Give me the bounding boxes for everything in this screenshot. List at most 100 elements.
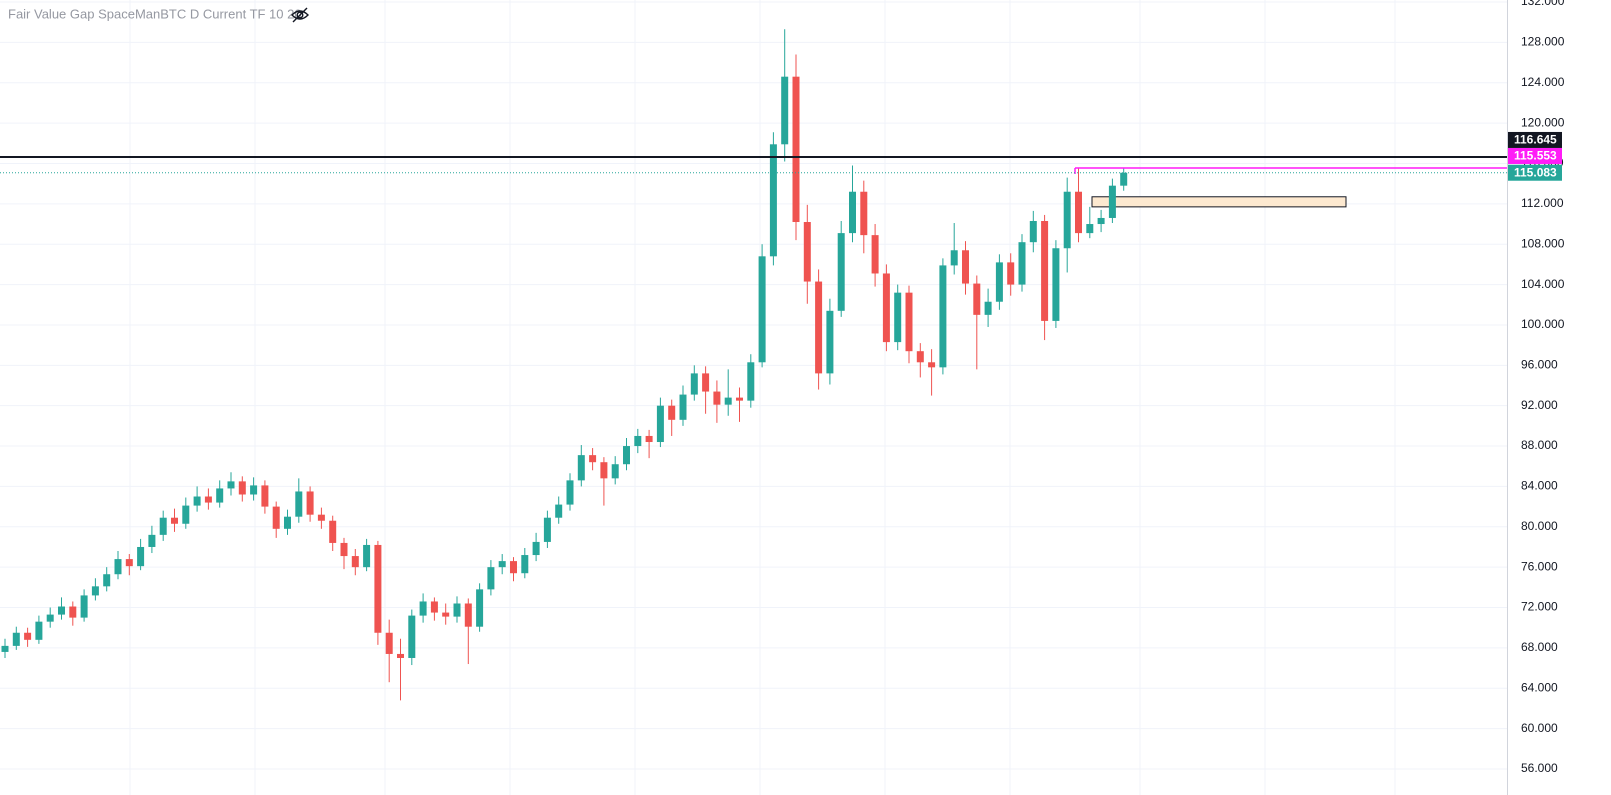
candle-body	[159, 517, 167, 535]
y-tick-label: 56.000	[1521, 761, 1558, 775]
candle-body	[668, 405, 676, 420]
y-tick-label: 64.000	[1521, 680, 1558, 694]
candle-body	[803, 222, 811, 282]
candle-body	[148, 534, 156, 547]
candle-body	[46, 614, 54, 622]
candle-body	[736, 397, 743, 401]
candle-body	[385, 632, 393, 654]
candle-body	[295, 491, 303, 517]
candle-body	[476, 589, 484, 627]
candle-body	[1063, 191, 1071, 249]
candle-body	[543, 517, 551, 542]
candle-body	[1075, 191, 1082, 234]
candle-body	[702, 373, 710, 392]
candle-body	[611, 464, 619, 479]
candle-body	[634, 435, 642, 447]
candle-body	[408, 615, 416, 658]
y-tick-label: 100.000	[1521, 317, 1565, 331]
candle-body	[905, 292, 913, 352]
y-tick-label: 88.000	[1521, 438, 1558, 452]
candle-body	[792, 76, 800, 223]
candle-body	[600, 462, 608, 479]
price-tag	[1508, 164, 1562, 181]
candle-body	[1052, 248, 1060, 321]
candle-body	[397, 653, 404, 658]
candle-body	[24, 632, 32, 640]
price-tag	[1508, 147, 1562, 164]
candle-body	[363, 544, 371, 568]
y-tick-label: 84.000	[1521, 479, 1558, 493]
y-tick-label: 112.000	[1521, 196, 1564, 210]
candle-body	[1, 645, 9, 652]
candle-body	[995, 262, 1003, 302]
candle-body	[453, 603, 461, 617]
candle-body	[91, 586, 99, 596]
candle-body	[984, 301, 992, 315]
candle-body	[781, 76, 789, 145]
y-tick-label: 120.000	[1521, 115, 1565, 129]
candle-body	[58, 606, 65, 615]
candle-body	[690, 373, 698, 395]
candle-body	[284, 516, 291, 529]
y-tick-label: 96.000	[1521, 357, 1558, 371]
price-tag-label: 116.645	[1514, 133, 1557, 147]
candle-body	[1086, 224, 1094, 234]
candle-body	[114, 559, 122, 575]
candle-body	[182, 505, 190, 524]
candle-body	[973, 283, 981, 315]
candle-body	[1018, 242, 1026, 285]
y-tick-label: 132.000	[1521, 0, 1565, 8]
candle-body	[713, 391, 721, 405]
candle-body	[227, 481, 235, 489]
candle-body	[623, 446, 630, 465]
candle-body	[656, 405, 664, 443]
candle-body	[769, 144, 777, 257]
candle-body	[815, 281, 823, 374]
candle-body	[272, 506, 280, 529]
candle-body	[1097, 217, 1105, 225]
candle-body	[80, 595, 88, 618]
candle-body	[419, 601, 427, 616]
candle-body	[724, 397, 732, 405]
y-tick-label: 128.000	[1521, 35, 1565, 49]
candle-body	[306, 491, 314, 515]
candle-body	[871, 235, 879, 274]
candle-body	[510, 561, 517, 574]
candle-body	[238, 481, 246, 495]
candle-body	[837, 233, 845, 311]
candle-body	[137, 546, 145, 567]
candle-body	[487, 567, 495, 590]
candle-body	[69, 606, 77, 618]
candle-body	[216, 488, 224, 503]
candle-body	[532, 541, 540, 556]
fvg-box	[1091, 196, 1347, 208]
y-tick-label: 76.000	[1521, 559, 1558, 573]
candle-body	[747, 362, 755, 401]
y-tick-label: 92.000	[1521, 398, 1558, 412]
price-tag-label: 115.083	[1514, 165, 1557, 179]
candle-body	[962, 250, 969, 284]
candle-body	[125, 559, 133, 567]
candle-body	[464, 603, 472, 627]
candle-body	[204, 496, 212, 503]
candle-body	[193, 496, 201, 506]
candle-body	[849, 191, 856, 234]
candle-body	[329, 520, 337, 543]
candle-body	[645, 435, 653, 443]
y-tick-label: 104.000	[1521, 277, 1565, 291]
candle-body	[589, 455, 597, 463]
price-tag	[1508, 131, 1562, 148]
candle-body	[340, 542, 348, 557]
visibility-icon[interactable]	[291, 7, 309, 23]
plot-background	[0, 0, 1507, 795]
candle-body	[171, 517, 178, 524]
candle-body	[882, 273, 890, 343]
candle-body	[498, 561, 506, 568]
candle-body	[860, 191, 868, 236]
candle-body	[555, 504, 563, 518]
candle-body	[1108, 185, 1116, 218]
candle-body	[950, 250, 958, 266]
candle-body	[679, 394, 687, 420]
